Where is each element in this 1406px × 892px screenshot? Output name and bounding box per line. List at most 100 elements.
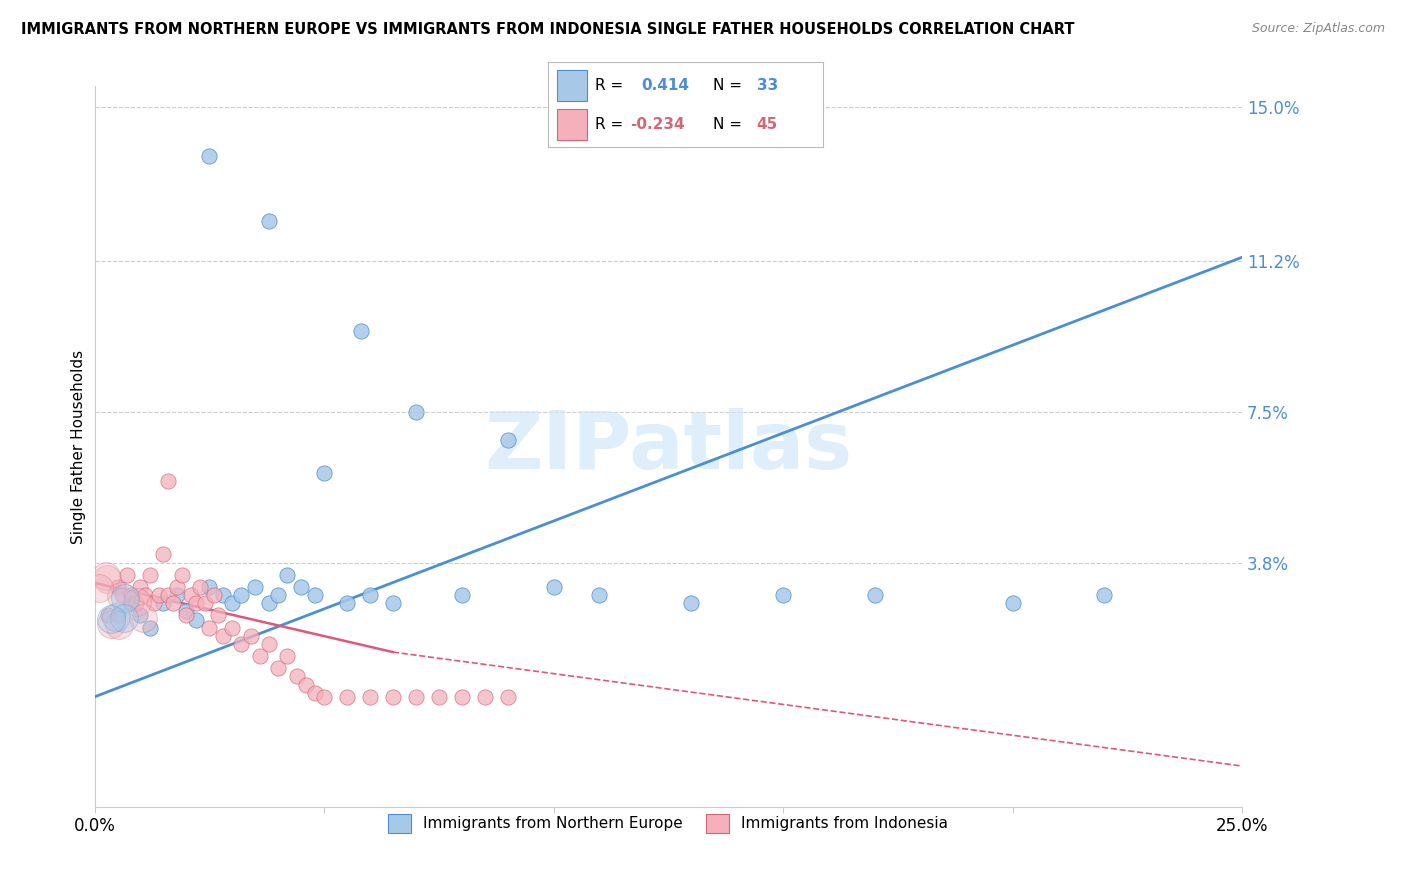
Text: ZIPatlas: ZIPatlas <box>484 408 852 485</box>
Point <box>312 690 335 704</box>
Point <box>110 589 132 603</box>
Point <box>96 572 118 586</box>
Point <box>152 548 174 562</box>
Point <box>120 596 142 610</box>
Point <box>336 690 359 704</box>
Text: N =: N = <box>713 117 747 132</box>
Point <box>336 596 359 610</box>
Point <box>267 588 290 602</box>
Point <box>198 580 221 594</box>
Point <box>152 596 174 610</box>
Point <box>212 588 235 602</box>
Point <box>588 588 610 602</box>
Point <box>143 596 166 610</box>
Point <box>162 596 184 610</box>
Point <box>166 588 188 602</box>
Text: 0.414: 0.414 <box>641 78 689 93</box>
Point <box>427 690 450 704</box>
Point <box>474 690 496 704</box>
Point <box>100 612 122 626</box>
Point <box>312 466 335 480</box>
Point <box>381 596 404 610</box>
Point <box>198 148 221 162</box>
Point <box>148 588 170 602</box>
Point <box>134 588 156 602</box>
Legend: Immigrants from Northern Europe, Immigrants from Indonesia: Immigrants from Northern Europe, Immigra… <box>382 808 955 838</box>
Point <box>170 567 193 582</box>
Point <box>125 596 148 610</box>
Text: 33: 33 <box>756 78 778 93</box>
Text: N =: N = <box>713 78 747 93</box>
Point <box>184 613 207 627</box>
Y-axis label: Single Father Households: Single Father Households <box>72 350 86 543</box>
Point <box>212 629 235 643</box>
Point <box>681 596 703 610</box>
Point <box>207 608 229 623</box>
Point <box>450 690 472 704</box>
Point <box>276 649 298 664</box>
Bar <box>557 109 586 139</box>
Point <box>257 596 280 610</box>
Text: -0.234: -0.234 <box>630 117 685 132</box>
Point <box>285 669 308 683</box>
Point <box>180 588 202 602</box>
Text: 45: 45 <box>756 117 778 132</box>
Point <box>350 324 373 338</box>
Point <box>114 591 136 605</box>
Point <box>257 213 280 227</box>
Point <box>304 686 326 700</box>
Point <box>276 567 298 582</box>
Point <box>304 588 326 602</box>
Bar <box>557 70 586 101</box>
Point <box>132 611 155 625</box>
Point <box>120 588 142 602</box>
Point <box>100 616 122 631</box>
Point <box>166 580 188 594</box>
Point <box>202 588 225 602</box>
Point <box>772 588 794 602</box>
Point <box>111 588 134 602</box>
Point <box>138 567 160 582</box>
Text: R =: R = <box>595 78 628 93</box>
Point <box>129 608 152 623</box>
Point <box>405 690 427 704</box>
Point <box>405 405 427 419</box>
Point <box>543 580 565 594</box>
Point <box>1001 596 1024 610</box>
Point <box>359 690 381 704</box>
Point <box>198 621 221 635</box>
Point <box>194 596 217 610</box>
Point <box>97 608 120 623</box>
Point <box>245 580 267 594</box>
Point <box>107 580 129 594</box>
Point <box>239 629 262 643</box>
Point <box>381 690 404 704</box>
Point <box>176 608 198 623</box>
Point <box>129 580 152 594</box>
Point <box>138 621 160 635</box>
Point <box>156 588 179 602</box>
Point <box>359 588 381 602</box>
Point <box>231 588 253 602</box>
Point <box>294 678 316 692</box>
Point <box>108 618 131 632</box>
Point <box>107 608 129 623</box>
Point <box>221 596 243 610</box>
Text: Source: ZipAtlas.com: Source: ZipAtlas.com <box>1251 22 1385 36</box>
Point <box>496 690 519 704</box>
Point <box>112 611 135 625</box>
Point <box>496 434 519 448</box>
Point <box>863 588 886 602</box>
Point <box>450 588 472 602</box>
Point <box>221 621 243 635</box>
Point <box>1092 588 1115 602</box>
Point <box>257 637 280 651</box>
Text: R =: R = <box>595 117 628 132</box>
Point <box>94 569 117 583</box>
Point <box>290 580 312 594</box>
Point <box>115 567 138 582</box>
Point <box>188 580 211 594</box>
Point <box>249 649 271 664</box>
Point <box>105 609 128 624</box>
Point <box>87 581 110 595</box>
